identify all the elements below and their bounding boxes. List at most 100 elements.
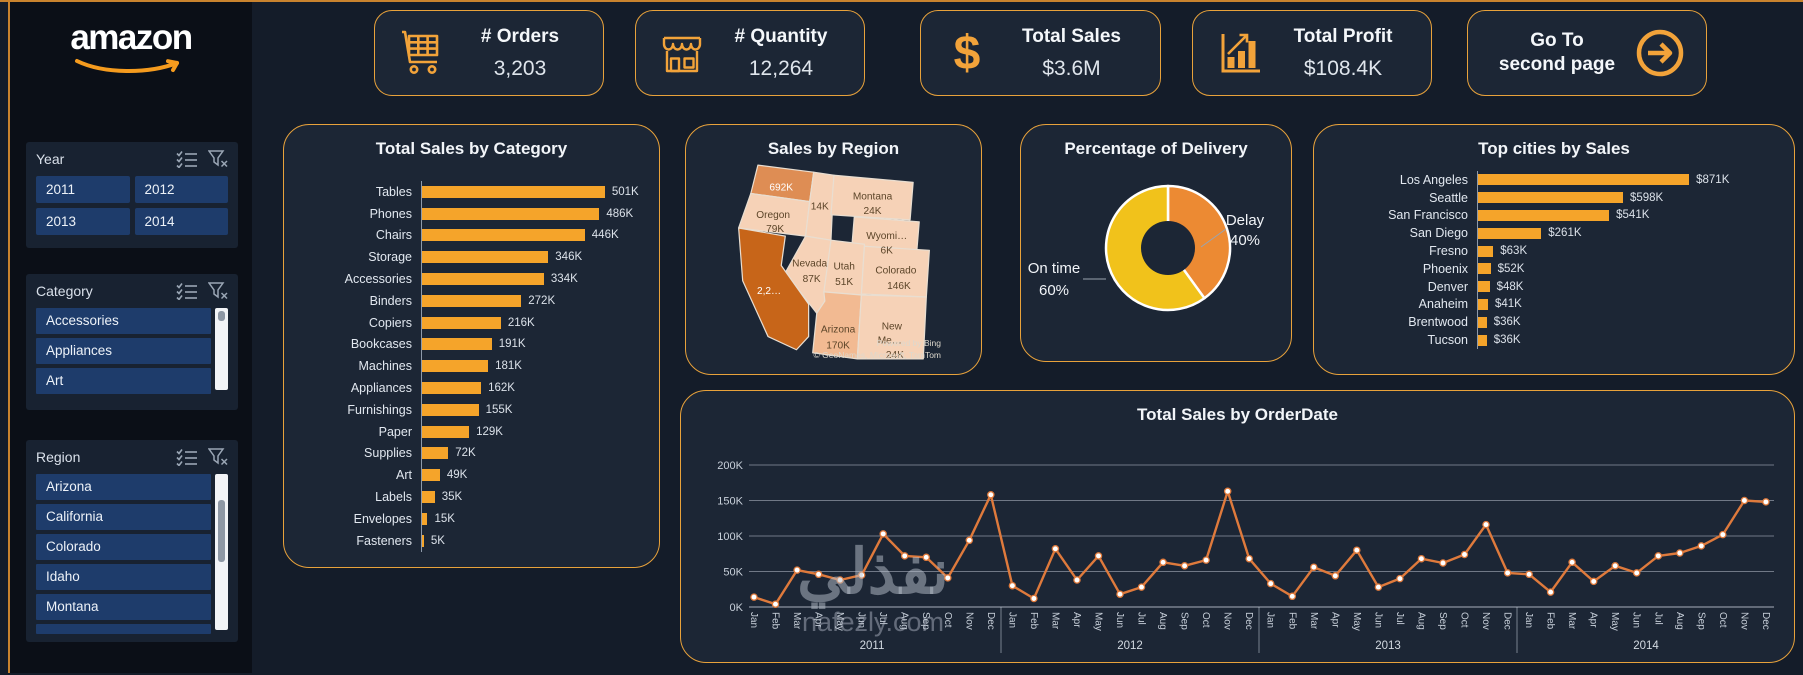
data-point[interactable] — [814, 570, 823, 579]
data-point[interactable] — [1482, 520, 1490, 529]
data-point[interactable] — [1589, 577, 1598, 586]
sales-line-chart[interactable]: 0K 50K 100K 150K 200K Jan Feb Mar Apr May Jun Jul Au… — [689, 435, 1789, 668]
data-point[interactable] — [1546, 588, 1555, 596]
data-point[interactable] — [1073, 576, 1081, 584]
bar[interactable] — [1478, 334, 1487, 346]
bar[interactable] — [422, 251, 549, 264]
data-point[interactable] — [987, 491, 995, 499]
bar[interactable] — [422, 491, 435, 504]
state-montana[interactable] — [830, 174, 914, 221]
data-point[interactable] — [1611, 562, 1619, 570]
data-point[interactable] — [1245, 554, 1253, 563]
select-all-icon[interactable] — [176, 150, 198, 168]
bar[interactable] — [422, 273, 544, 286]
bar[interactable] — [1478, 209, 1610, 221]
slicer-item-california[interactable]: California — [36, 504, 211, 530]
donut-slice-delay[interactable] — [1166, 184, 1232, 300]
data-point[interactable] — [1331, 572, 1340, 580]
slicer-item-2014[interactable]: 2014 — [134, 208, 228, 235]
slicer-item-colorado[interactable]: Colorado — [36, 534, 211, 560]
data-point[interactable] — [771, 600, 780, 608]
bar[interactable] — [1478, 298, 1488, 310]
data-point[interactable] — [1310, 563, 1318, 571]
slicer-item-arizona[interactable]: Arizona — [36, 474, 211, 500]
go-to-second-page-button[interactable]: Go To second page — [1467, 10, 1707, 96]
data-point[interactable] — [922, 553, 930, 562]
data-point[interactable] — [1439, 559, 1447, 567]
bar[interactable] — [422, 469, 440, 482]
bar[interactable] — [422, 403, 479, 416]
data-point[interactable] — [1632, 569, 1641, 577]
scrollbar[interactable] — [215, 474, 228, 630]
data-point[interactable] — [1740, 496, 1749, 505]
go-arrow-icon[interactable] — [1632, 25, 1688, 81]
select-all-icon[interactable] — [176, 282, 198, 300]
bar[interactable] — [422, 338, 492, 351]
data-point[interactable] — [900, 552, 909, 560]
data-point[interactable] — [1008, 581, 1017, 590]
data-point[interactable] — [944, 574, 952, 582]
data-point[interactable] — [1374, 583, 1383, 591]
bar[interactable] — [422, 294, 522, 307]
bar[interactable] — [422, 229, 585, 242]
bar[interactable] — [422, 512, 428, 525]
data-point[interactable] — [836, 576, 844, 584]
data-point[interactable] — [1676, 549, 1684, 557]
data-point[interactable] — [1503, 569, 1512, 577]
slicer-item-partial[interactable] — [36, 624, 211, 634]
slicer-item-art[interactable]: Art — [36, 368, 211, 394]
data-point[interactable] — [1654, 552, 1663, 560]
bar[interactable] — [1478, 281, 1490, 293]
bar[interactable] — [1478, 245, 1494, 257]
data-point[interactable] — [879, 530, 887, 538]
state-new-mexico[interactable] — [856, 294, 927, 360]
clear-filter-icon[interactable] — [208, 448, 228, 466]
bar[interactable] — [1478, 263, 1491, 275]
data-point[interactable] — [965, 536, 974, 545]
bar[interactable] — [422, 360, 489, 373]
bar[interactable] — [1478, 174, 1690, 186]
bar[interactable] — [422, 316, 501, 329]
scrollbar[interactable] — [215, 308, 228, 390]
data-point[interactable] — [1396, 574, 1404, 583]
data-point[interactable] — [1223, 487, 1232, 496]
data-point[interactable] — [793, 566, 801, 574]
slicer-item-accessories[interactable]: Accessories — [36, 308, 211, 334]
data-point[interactable] — [1288, 592, 1297, 601]
clear-filter-icon[interactable] — [208, 282, 228, 300]
state-california[interactable] — [738, 227, 810, 351]
data-point[interactable] — [1762, 498, 1770, 506]
data-point[interactable] — [1568, 558, 1576, 567]
scrollbar-thumb[interactable] — [218, 311, 225, 321]
data-point[interactable] — [1266, 579, 1275, 588]
bar[interactable] — [1478, 192, 1623, 204]
bar[interactable] — [1478, 316, 1487, 328]
data-point[interactable] — [1417, 554, 1426, 563]
slicer-item-2012[interactable]: 2012 — [134, 176, 228, 203]
data-point[interactable] — [1094, 552, 1103, 560]
clear-filter-icon[interactable] — [208, 150, 228, 168]
delivery-donut-chart[interactable]: Delay 40% On time 60% — [1021, 169, 1293, 344]
bar[interactable] — [422, 447, 449, 460]
data-point[interactable] — [1353, 546, 1361, 554]
data-point[interactable] — [1051, 545, 1060, 553]
data-point[interactable] — [1137, 583, 1146, 591]
data-point[interactable] — [1159, 558, 1167, 567]
data-point[interactable] — [750, 593, 758, 601]
bar[interactable] — [422, 382, 482, 395]
data-point[interactable] — [1116, 590, 1124, 598]
data-point[interactable] — [1202, 556, 1210, 564]
data-point[interactable] — [1180, 562, 1189, 570]
bar[interactable] — [1478, 227, 1542, 239]
slicer-item-appliances[interactable]: Appliances — [36, 338, 211, 364]
select-all-icon[interactable] — [176, 448, 198, 466]
data-point[interactable] — [857, 571, 866, 579]
bar[interactable] — [422, 534, 424, 547]
bar[interactable] — [422, 207, 600, 220]
bar[interactable] — [422, 425, 470, 438]
slicer-item-montana[interactable]: Montana — [36, 594, 211, 620]
data-point[interactable] — [1697, 542, 1706, 550]
data-point[interactable] — [1030, 594, 1038, 603]
slicer-item-2013[interactable]: 2013 — [36, 208, 130, 235]
bar[interactable] — [422, 185, 605, 198]
